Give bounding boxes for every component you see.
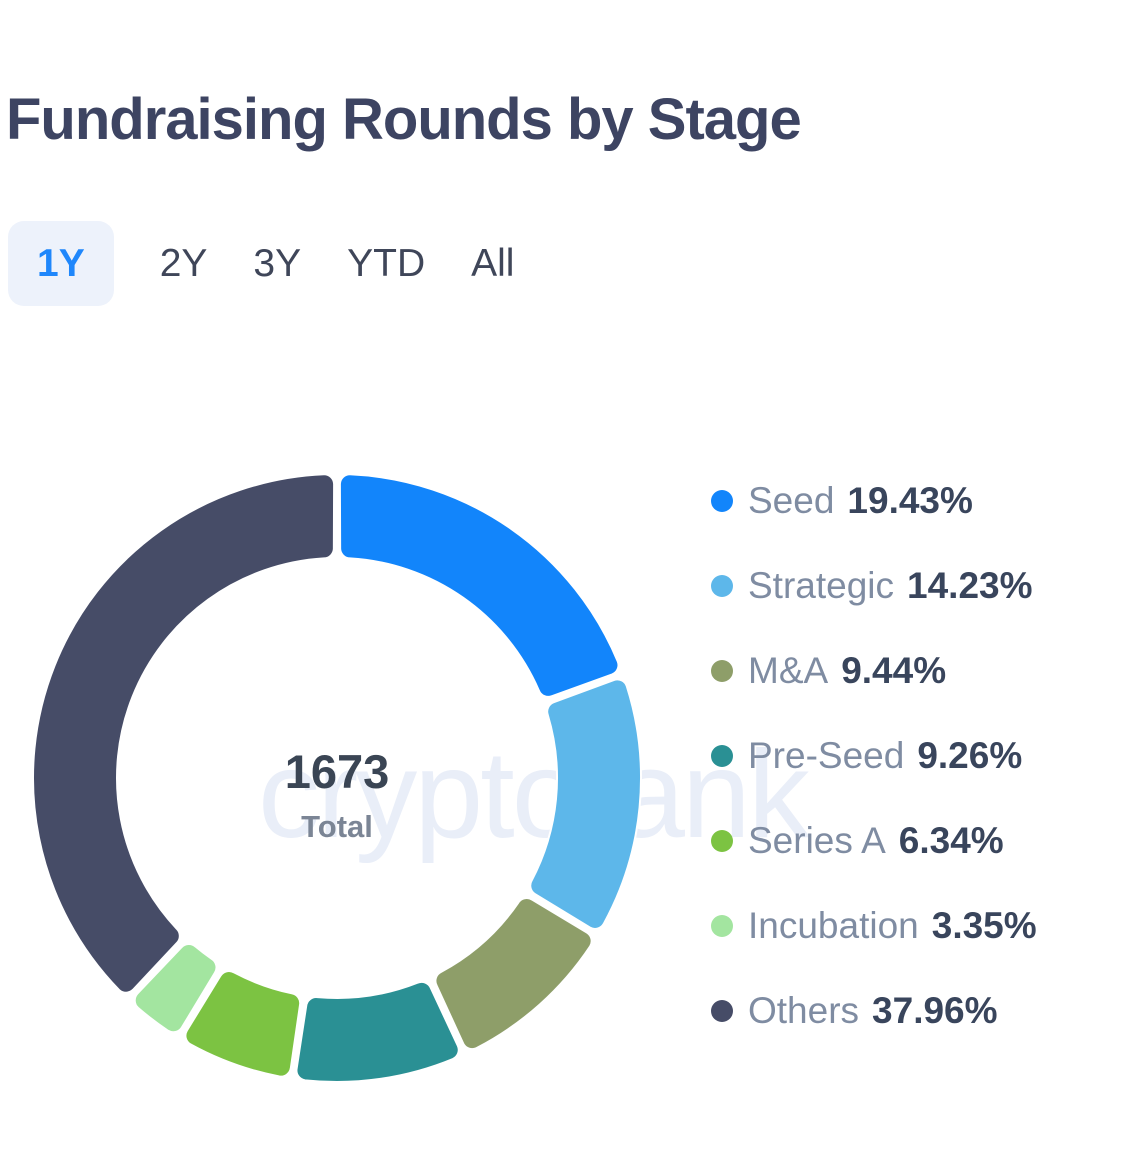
legend-percentage: 3.35% <box>931 905 1037 946</box>
legend-item-m-a[interactable]: M&A 9.44% <box>711 628 1037 713</box>
legend-label: Pre-Seed <box>748 735 905 776</box>
legend-label: Seed <box>748 480 835 521</box>
legend-percentage: 14.23% <box>907 565 1033 606</box>
tab-ytd[interactable]: YTD <box>347 221 425 306</box>
chart-legend: Seed 19.43% Strategic 14.23% M&A 9.44% P… <box>711 458 1037 1053</box>
donut-slice-m-a[interactable] <box>434 897 593 1051</box>
legend-dot <box>711 489 733 512</box>
legend-dot <box>711 914 733 937</box>
legend-percentage: 37.96% <box>872 990 998 1031</box>
legend-item-pre-seed[interactable]: Pre-Seed 9.26% <box>711 713 1037 798</box>
legend-item-series-a[interactable]: Series A 6.34% <box>711 798 1037 883</box>
legend-dot <box>711 574 733 597</box>
page-title: Fundraising Rounds by Stage <box>6 87 802 152</box>
legend-label: M&A <box>748 650 829 691</box>
donut-slice-series-a[interactable] <box>184 970 302 1078</box>
tab-all[interactable]: All <box>471 221 514 306</box>
legend-item-others[interactable]: Others 37.96% <box>711 968 1037 1053</box>
time-range-tabs: 1Y 2Y 3Y YTD All <box>8 221 514 306</box>
legend-dot <box>711 659 733 682</box>
legend-label: Strategic <box>748 565 895 606</box>
tab-3y[interactable]: 3Y <box>253 221 301 306</box>
legend-percentage: 9.26% <box>917 735 1023 776</box>
tab-1y[interactable]: 1Y <box>8 221 114 306</box>
legend-item-incubation[interactable]: Incubation 3.35% <box>711 883 1037 968</box>
legend-percentage: 9.44% <box>841 650 947 691</box>
legend-item-strategic[interactable]: Strategic 14.23% <box>711 543 1037 628</box>
legend-label: Series A <box>748 820 886 861</box>
legend-label: Incubation <box>748 905 919 946</box>
donut-slice-pre-seed[interactable] <box>295 980 460 1083</box>
legend-dot <box>711 999 733 1022</box>
legend-percentage: 6.34% <box>898 820 1004 861</box>
tab-2y[interactable]: 2Y <box>160 221 208 306</box>
legend-item-seed[interactable]: Seed 19.43% <box>711 458 1037 543</box>
legend-label: Others <box>748 990 860 1031</box>
donut-slice-seed[interactable] <box>338 473 620 698</box>
donut-slice-strategic[interactable] <box>529 678 642 930</box>
donut-slice-others[interactable] <box>32 473 336 994</box>
donut-slice-incubation[interactable] <box>133 942 218 1034</box>
legend-dot <box>711 744 733 767</box>
legend-percentage: 19.43% <box>847 480 973 521</box>
legend-dot <box>711 829 733 852</box>
